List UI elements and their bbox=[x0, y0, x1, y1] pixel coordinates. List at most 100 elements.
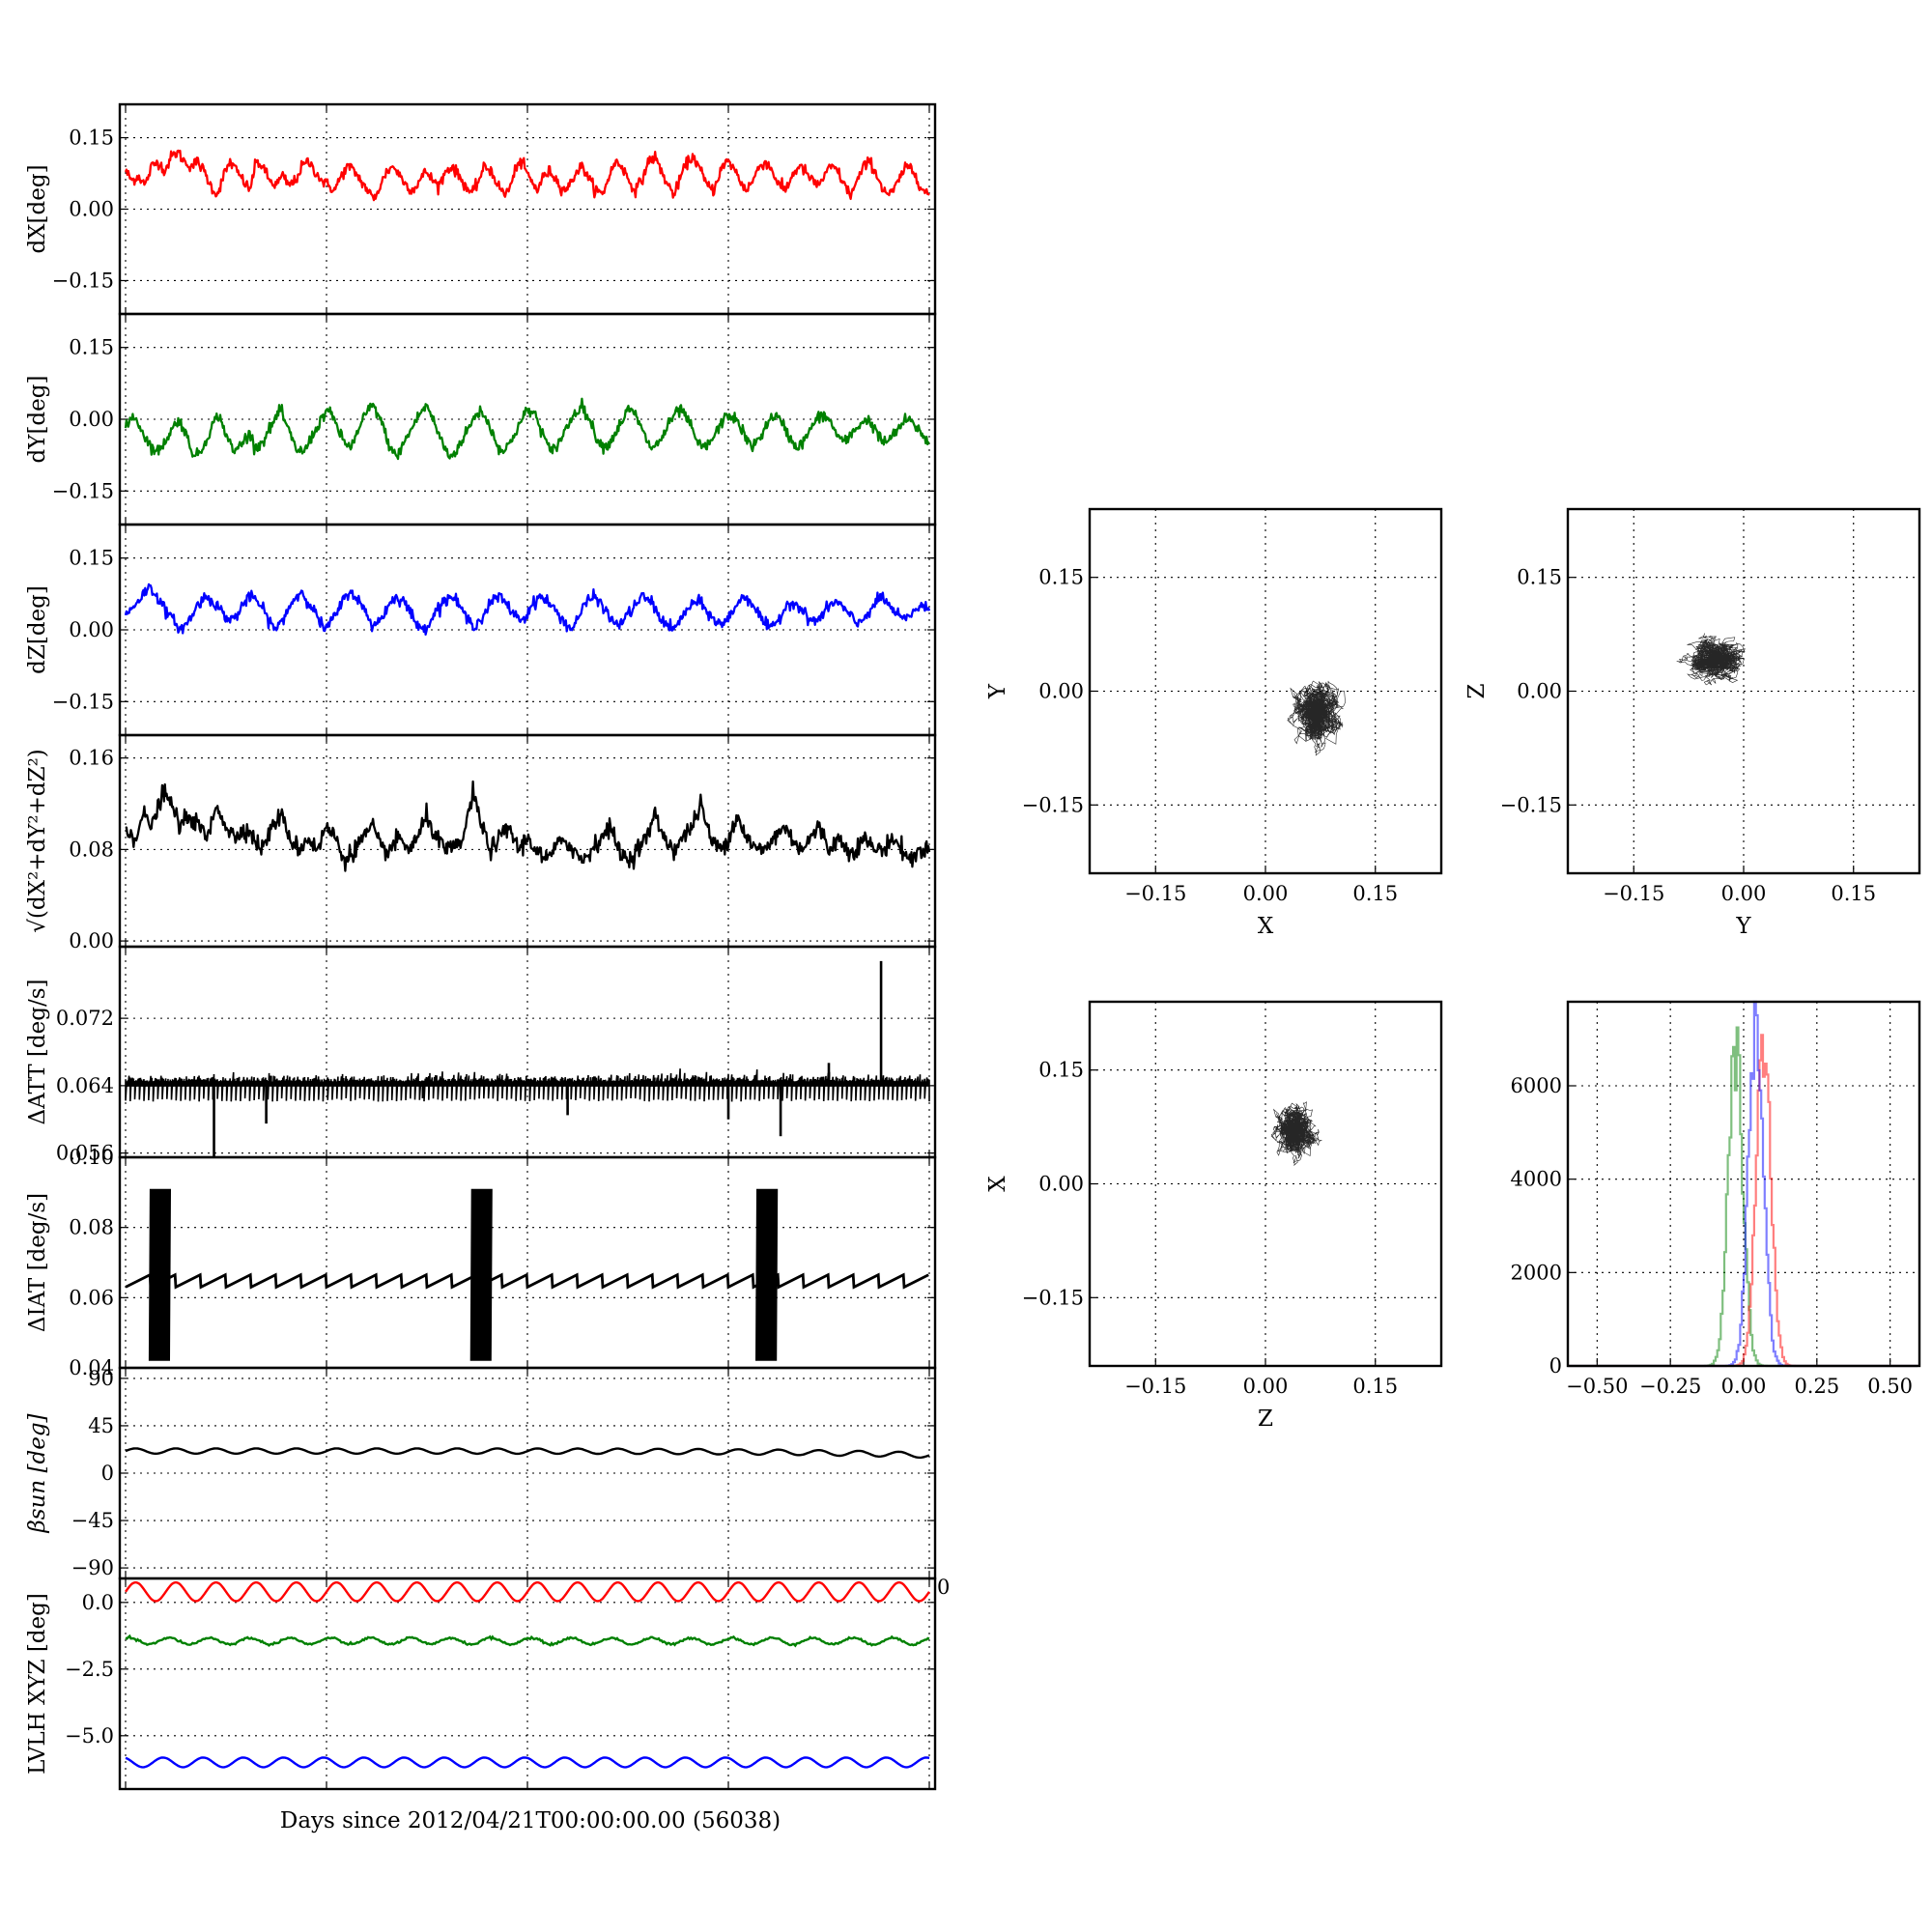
x-tick-label: −0.50 bbox=[1566, 1375, 1628, 1398]
y-tick-label: 0.00 bbox=[1038, 1173, 1084, 1196]
y-tick-label: 0.072 bbox=[56, 1007, 114, 1030]
y-tick-label: −5.0 bbox=[65, 1724, 114, 1747]
stray-tick-label: 0 bbox=[937, 1576, 950, 1599]
series-line-y bbox=[125, 1634, 930, 1648]
x-tick-label: 0.00 bbox=[1721, 882, 1767, 905]
y-tick-label: 0.06 bbox=[69, 1286, 114, 1309]
y-tick-label: 2000 bbox=[1511, 1261, 1562, 1284]
y-axis-label: dZ[deg] bbox=[25, 585, 50, 674]
y-tick-label: 0.00 bbox=[1517, 680, 1562, 703]
y-axis-label: √(dX²+dY²+dZ²) bbox=[25, 749, 50, 933]
y-tick-label: 0 bbox=[101, 1462, 114, 1485]
y-tick-label: 0.15 bbox=[69, 547, 114, 570]
y-tick-label: 45 bbox=[88, 1414, 114, 1437]
x-tick-label: −0.15 bbox=[1124, 1375, 1186, 1398]
trajectory-cloud bbox=[1287, 680, 1346, 756]
series-line bbox=[125, 1068, 930, 1102]
x-tick-label: 0.00 bbox=[1243, 882, 1289, 905]
panel-datt: 0.072 0.064 0.056 ΔATT [deg/s] bbox=[25, 945, 937, 1165]
y-tick-label: 0.15 bbox=[1038, 1059, 1084, 1082]
x-tick-label: −0.15 bbox=[1124, 882, 1186, 905]
x-axis-label: Days since 2012/04/21T00:00:00.00 (56038… bbox=[280, 1808, 781, 1833]
panel-frame bbox=[1566, 1000, 1921, 1368]
panel-frame bbox=[1088, 507, 1443, 875]
x-axis-label: Y bbox=[1735, 914, 1751, 939]
y-tick-label: −2.5 bbox=[65, 1658, 114, 1681]
x-tick-label: 0.00 bbox=[1243, 1375, 1289, 1398]
series-line bbox=[125, 780, 931, 872]
y-tick-label: 0.064 bbox=[56, 1074, 114, 1097]
y-tick-label: 0.00 bbox=[1038, 680, 1084, 703]
series-line-z bbox=[125, 1756, 930, 1769]
panel-zx: −0.15 0.00 0.15 0.15 0.00 −0.15 Z X bbox=[985, 1000, 1443, 1432]
panel-lvlh: 0.0 −2.5 −5.0 LVLH XYZ [deg] 0 bbox=[25, 1576, 950, 1791]
y-tick-label: −0.15 bbox=[52, 269, 114, 292]
panel-yz: −0.15 0.00 0.15 0.15 0.00 −0.15 Y Z bbox=[1464, 507, 1921, 939]
y-tick-label: 4000 bbox=[1511, 1168, 1562, 1191]
x-tick-label: 0.15 bbox=[1352, 1375, 1398, 1398]
series-line bbox=[124, 397, 930, 461]
y-tick-label: 0.00 bbox=[69, 408, 114, 431]
y-tick-label: 0.15 bbox=[69, 336, 114, 359]
x-tick-label: 0.50 bbox=[1867, 1375, 1913, 1398]
x-tick-label: −0.25 bbox=[1639, 1375, 1701, 1398]
chart-panels: 0.150.00−0.15dX[deg]0.150.00−0.15dY[deg]… bbox=[25, 102, 1921, 1791]
y-axis-label: dX[deg] bbox=[25, 164, 50, 253]
trajectory-cloud bbox=[1676, 633, 1746, 686]
x-tick-label: 0.00 bbox=[1721, 1375, 1767, 1398]
y-tick-label: 0.08 bbox=[69, 1216, 114, 1239]
series-line bbox=[124, 149, 930, 202]
panel-frame bbox=[118, 945, 937, 1159]
y-tick-label: 0.08 bbox=[69, 838, 114, 861]
panel-xy: −0.15 0.00 0.15 0.15 0.00 −0.15 X Y bbox=[985, 507, 1443, 939]
y-axis-label: ΔATT [deg/s] bbox=[25, 980, 50, 1125]
y-tick-label: −0.15 bbox=[52, 479, 114, 502]
panel-frame bbox=[1566, 507, 1921, 875]
y-tick-label: 6000 bbox=[1511, 1074, 1562, 1097]
y-tick-label: 0.00 bbox=[69, 618, 114, 641]
y-axis-label: Z bbox=[1464, 683, 1490, 698]
y-axis-label: dY[deg] bbox=[25, 376, 50, 464]
x-axis-label: Z bbox=[1258, 1406, 1273, 1432]
y-axis-label: ΔIAT [deg/s] bbox=[25, 1193, 50, 1332]
series-line bbox=[125, 1272, 929, 1290]
y-tick-label: −0.15 bbox=[1022, 793, 1084, 816]
panel-hist: −0.50 −0.25 0.00 0.25 0.50 6000 4000 2000 0 bbox=[1511, 1000, 1921, 1398]
panel-frame bbox=[118, 1577, 937, 1791]
y-axis-label: X bbox=[985, 1176, 1010, 1192]
burst-mark bbox=[148, 1188, 171, 1361]
y-tick-label: 0.15 bbox=[1517, 566, 1562, 589]
y-axis-label: βsun [deg] bbox=[25, 1413, 50, 1533]
series-line bbox=[125, 1447, 930, 1460]
y-tick-label: 0.04 bbox=[69, 1356, 114, 1379]
y-axis-label: Y bbox=[985, 683, 1010, 699]
y-tick-label: 0.10 bbox=[69, 1146, 114, 1169]
x-tick-label: 0.25 bbox=[1794, 1375, 1839, 1398]
y-tick-label: 0.00 bbox=[69, 929, 114, 952]
x-axis-label: X bbox=[1258, 914, 1274, 939]
y-tick-label: 0.0 bbox=[82, 1591, 114, 1614]
y-tick-label: 0.15 bbox=[1038, 566, 1084, 589]
y-tick-label: 0 bbox=[1549, 1354, 1562, 1378]
panel-bsun: 90 45 0 −45 −90 βsun [deg] bbox=[25, 1366, 937, 1580]
y-tick-label: 0.056 bbox=[56, 1142, 114, 1165]
y-tick-label: 90 bbox=[88, 1367, 114, 1390]
panel-diat: 0.10 0.08 0.06 0.04 ΔIAT [deg/s] bbox=[25, 1146, 937, 1379]
panel-frame bbox=[1088, 1000, 1443, 1368]
burst-mark bbox=[469, 1188, 493, 1361]
y-tick-label: −0.15 bbox=[52, 690, 114, 713]
y-tick-label: 0.16 bbox=[69, 747, 114, 770]
series-line-x bbox=[125, 1580, 930, 1603]
panel-frame bbox=[118, 1155, 937, 1370]
trajectory-cloud bbox=[1270, 1101, 1323, 1166]
series-line bbox=[124, 582, 931, 637]
y-tick-label: 0.00 bbox=[69, 198, 114, 221]
y-tick-label: 0.15 bbox=[69, 127, 114, 150]
y-tick-label: −0.15 bbox=[1022, 1286, 1084, 1309]
x-tick-label: 0.15 bbox=[1831, 882, 1876, 905]
x-tick-label: 0.15 bbox=[1352, 882, 1398, 905]
